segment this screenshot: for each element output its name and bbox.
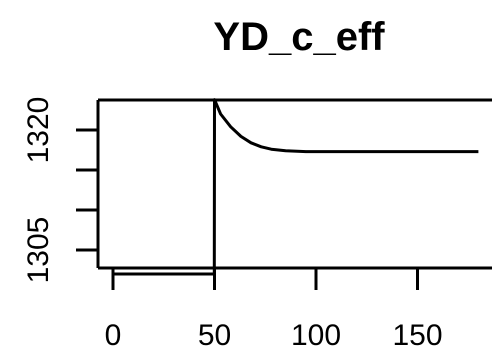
x-axis: 0 50 100 150: [105, 268, 443, 352]
chart-title: YD_c_eff: [213, 15, 385, 59]
y-tick-label-1305: 1305: [22, 217, 55, 284]
x-tick-label-0: 0: [105, 319, 122, 352]
x-tick-label-150: 150: [392, 319, 442, 352]
x-tick-label-100: 100: [291, 319, 341, 352]
x-tick-label-50: 50: [198, 319, 231, 352]
y-tick-label-1320: 1320: [22, 97, 55, 164]
series-layer: [113, 98, 479, 276]
plot-frame: [96, 98, 492, 270]
y-axis: 1305 1320: [22, 97, 98, 284]
series-line-0: [113, 98, 479, 276]
